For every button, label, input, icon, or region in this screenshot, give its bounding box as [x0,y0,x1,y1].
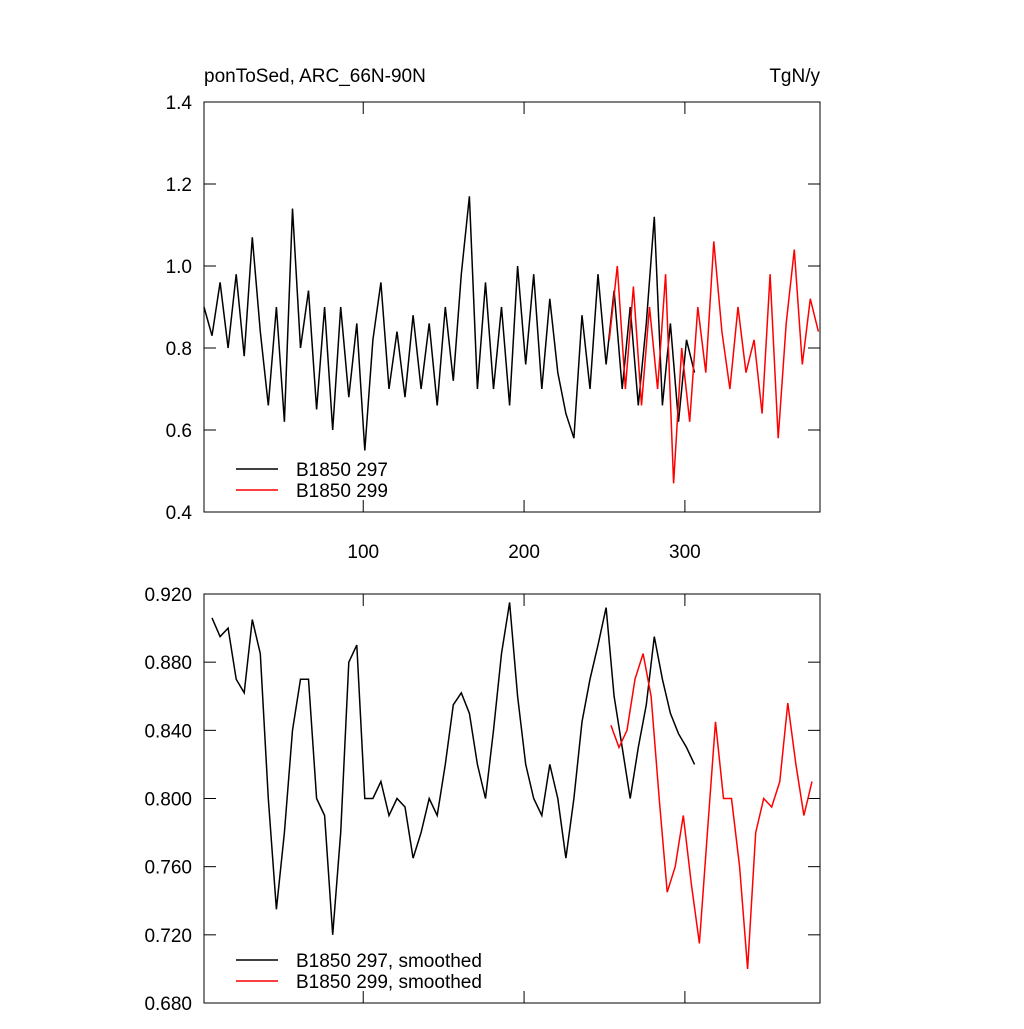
y-tick-label: 0.720 [144,926,192,947]
legend-label: B1850 297 [296,460,388,481]
y-tick-label: 1.0 [166,257,192,278]
plot-frame [203,593,821,1004]
x-tick-label: 300 [669,542,701,563]
y-tick-label: 0.800 [144,790,192,811]
y-tick-label: 0.880 [144,653,192,674]
chart-title: ponToSed, ARC_66N-90N [204,66,426,87]
y-tick-label: 1.4 [166,93,193,114]
units-label: TgN/y [769,66,820,87]
y-tick-label: 0.920 [144,585,192,606]
plot-frame [203,101,821,513]
legend-label: B1850 299 [296,481,388,502]
y-tick-label: 0.680 [144,994,192,1015]
y-tick-label: 0.760 [144,858,192,879]
y-tick-label: 0.8 [166,339,192,360]
y-tick-label: 0.6 [166,421,192,442]
data-line [211,602,696,935]
x-tick-label: 200 [508,542,540,563]
x-tick-label: 100 [347,542,379,563]
y-tick-label: 0.840 [144,721,192,742]
y-tick-label: 0.4 [166,503,193,524]
data-line [608,241,820,484]
legend-label: B1850 299, smoothed [296,972,482,993]
legend-label: B1850 297, smoothed [296,951,482,972]
data-line [610,653,813,969]
y-tick-label: 1.2 [166,175,192,196]
